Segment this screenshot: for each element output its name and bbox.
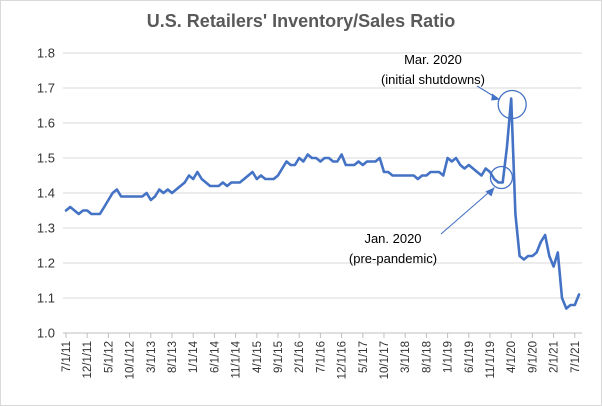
annotation-label: Jan. 2020 (364, 231, 421, 246)
x-tick-label: 9/1/20 (527, 341, 539, 373)
x-tick-label: 8/1/18 (421, 341, 433, 373)
y-tick-label: 1.0 (37, 326, 55, 341)
x-tick-label: 2/1/16 (294, 341, 306, 373)
annotation-arrow-line (440, 187, 495, 235)
y-tick-label: 1.2 (37, 256, 55, 271)
annotation-label: (initial shutdowns) (381, 72, 485, 87)
series-layer (64, 97, 581, 310)
x-tick-label: 1/1/14 (188, 340, 200, 373)
y-tick-label: 1.7 (37, 81, 55, 96)
x-tick-label: 6/1/19 (464, 341, 476, 373)
x-tick-label: 4/1/15 (252, 341, 264, 373)
annotation-circle (489, 165, 514, 190)
y-axis-ticks: 1.0 1.1 1.2 1.3 1.4 1.5 1.6 1.7 1.8 (37, 46, 55, 341)
x-tick-label: 7/1/21 (570, 341, 582, 373)
x-tick-label: 12/1/16 (337, 341, 349, 379)
x-tick-label: 1/1/19 (443, 341, 455, 373)
gridlines (63, 52, 582, 334)
annotation-arrowhead (485, 187, 495, 197)
annotation-circle (497, 89, 527, 120)
y-tick-label: 1.8 (37, 46, 55, 61)
x-tick-label: 12/1/11 (82, 341, 94, 379)
x-tick-label: 3/1/18 (400, 341, 412, 373)
x-tick-label: 7/1/16 (315, 341, 327, 373)
annotation-label: Mar. 2020 (404, 52, 462, 67)
chart-title: U.S. Retailers' Inventory/Sales Ratio (146, 11, 456, 31)
y-tick-label: 1.6 (37, 116, 55, 131)
x-tick-label: 5/1/12 (103, 341, 115, 373)
x-tick-label: 5/1/17 (358, 341, 370, 373)
x-tick-label: 9/1/15 (273, 341, 285, 373)
annotation-arrowhead (491, 93, 501, 101)
x-tick-label: 2/1/21 (549, 341, 561, 373)
x-tick-label: 8/1/13 (167, 341, 179, 373)
annotations: Mar. 2020 (initial shutdowns) Jan. 2020 (pr… (349, 52, 527, 266)
x-tick-label: 11/1/19 (485, 341, 497, 379)
x-tick-label: 4/1/20 (506, 341, 518, 373)
x-tick-label: 7/1/11 (61, 341, 73, 372)
annotation-label: (pre-pandemic) (349, 251, 437, 266)
x-tick-label: 10/1/12 (125, 341, 137, 379)
y-tick-label: 1.3 (37, 221, 55, 236)
x-tick-label: 3/1/13 (146, 341, 158, 373)
x-tick-label: 11/1/14 (231, 340, 243, 378)
y-tick-label: 1.5 (37, 151, 55, 166)
x-tick-label: 6/1/14 (209, 340, 221, 373)
y-tick-label: 1.4 (37, 186, 55, 201)
y-tick-label: 1.1 (37, 291, 55, 306)
x-axis-ticks: 7/1/11 12/1/11 5/1/12 10/1/12 3/1/13 8/1/13 1/… (61, 332, 582, 379)
x-tick-label: 10/1/17 (379, 341, 391, 379)
series-line (64, 97, 581, 310)
